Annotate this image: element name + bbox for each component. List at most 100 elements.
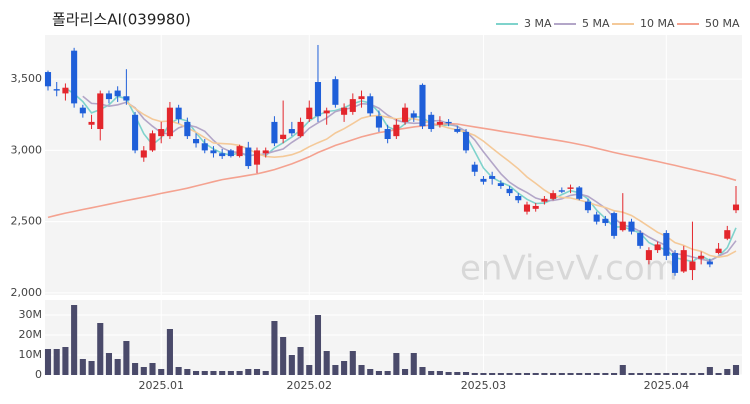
volume-bar bbox=[611, 373, 618, 375]
candle-body bbox=[62, 87, 69, 94]
candle-body bbox=[288, 129, 295, 134]
volume-bar bbox=[306, 365, 313, 375]
candle-body bbox=[314, 82, 322, 117]
volume-bar bbox=[584, 373, 591, 375]
volume-bar bbox=[532, 373, 539, 375]
y-tick-label: 10M bbox=[19, 348, 43, 361]
ma-line bbox=[82, 95, 737, 262]
candle-body bbox=[732, 204, 740, 211]
candle-body bbox=[236, 146, 243, 157]
volume-bar bbox=[236, 371, 243, 375]
volume-bar bbox=[732, 365, 740, 375]
candle-body bbox=[680, 250, 687, 272]
volume-bar bbox=[558, 373, 565, 375]
volume-bar bbox=[79, 359, 86, 375]
volume-bar bbox=[689, 373, 696, 375]
candle-body bbox=[454, 129, 461, 132]
volume-bar bbox=[428, 371, 435, 375]
volume-bar bbox=[436, 371, 443, 375]
volume-bar bbox=[393, 353, 400, 375]
volume-bar bbox=[44, 349, 52, 375]
volume-bar bbox=[53, 349, 60, 375]
watermark: enVievV.com bbox=[460, 249, 678, 289]
x-tick-label: 2025.01 bbox=[138, 379, 184, 392]
candle-body bbox=[210, 150, 217, 154]
volume-bar bbox=[715, 373, 722, 375]
candle-body bbox=[140, 150, 147, 158]
candle-body bbox=[201, 143, 208, 151]
volume-bar bbox=[193, 371, 200, 375]
volume-bar bbox=[515, 373, 522, 375]
volume-bar bbox=[637, 373, 644, 375]
volume-bar bbox=[227, 371, 234, 375]
volume-bar bbox=[158, 369, 165, 375]
candle-body bbox=[410, 113, 417, 118]
volume-bar bbox=[445, 372, 452, 375]
volume-bar bbox=[149, 363, 156, 375]
volume-bar bbox=[314, 315, 322, 375]
volume-bar bbox=[567, 373, 574, 375]
volume-bar bbox=[698, 373, 705, 375]
volume-bar bbox=[123, 341, 130, 375]
y-tick-label: 3,500 bbox=[11, 72, 43, 85]
legend-label: 5 MA bbox=[582, 17, 610, 30]
candle-body bbox=[515, 195, 522, 201]
volume-bar bbox=[184, 369, 191, 375]
candle-body bbox=[671, 252, 679, 273]
volume-bar bbox=[280, 337, 287, 375]
volume-bar bbox=[480, 373, 487, 375]
volume-bar bbox=[349, 351, 356, 375]
candle-body bbox=[706, 261, 713, 265]
candle-body bbox=[271, 121, 278, 144]
volume-bar bbox=[245, 369, 252, 375]
volume-bar bbox=[402, 369, 409, 375]
legend-label: 10 MA bbox=[640, 17, 675, 30]
candle-body bbox=[611, 213, 618, 236]
candle-body bbox=[384, 129, 391, 139]
candle-body bbox=[97, 93, 104, 130]
candle-body bbox=[462, 131, 470, 151]
candle-body bbox=[541, 198, 548, 202]
volume-bar bbox=[88, 361, 95, 375]
volume-bar bbox=[724, 369, 731, 375]
candle-body bbox=[445, 121, 452, 124]
volume-bar bbox=[114, 359, 121, 375]
volume-bar bbox=[166, 329, 173, 375]
candle-body bbox=[262, 150, 269, 154]
candle-body bbox=[175, 107, 182, 120]
candle-body bbox=[245, 147, 252, 167]
candle-body bbox=[532, 205, 539, 209]
candle-body bbox=[306, 107, 313, 120]
candle-body bbox=[367, 96, 374, 114]
candle-body bbox=[114, 90, 121, 97]
candle-body bbox=[79, 107, 86, 114]
candle-body bbox=[402, 107, 409, 122]
candle-body bbox=[280, 134, 287, 139]
candle-body bbox=[323, 110, 330, 114]
volume-bar bbox=[706, 367, 713, 375]
volume-bar bbox=[489, 373, 496, 375]
x-tick-label: 2025.02 bbox=[287, 379, 333, 392]
candle-body bbox=[341, 107, 348, 115]
candle-body bbox=[158, 129, 165, 137]
candle-body bbox=[149, 133, 156, 151]
candle-body bbox=[715, 248, 722, 253]
volume-bar bbox=[680, 373, 687, 375]
volume-bar bbox=[140, 367, 147, 375]
candle-body bbox=[567, 187, 574, 189]
candle-body bbox=[584, 201, 591, 211]
candle-body bbox=[645, 250, 652, 261]
volume-bar bbox=[384, 371, 391, 375]
candle-body bbox=[489, 176, 496, 179]
volume-bar bbox=[201, 371, 208, 375]
volume-bar bbox=[271, 321, 278, 375]
candle-body bbox=[471, 164, 478, 172]
candle-body bbox=[663, 233, 670, 256]
volume-bar bbox=[71, 305, 78, 375]
volume-bar bbox=[471, 373, 478, 375]
y-tick-label: 30M bbox=[19, 308, 43, 321]
volume-bar bbox=[323, 351, 330, 375]
volume-bar bbox=[462, 372, 470, 375]
y-tick-label: 3,000 bbox=[11, 143, 43, 156]
